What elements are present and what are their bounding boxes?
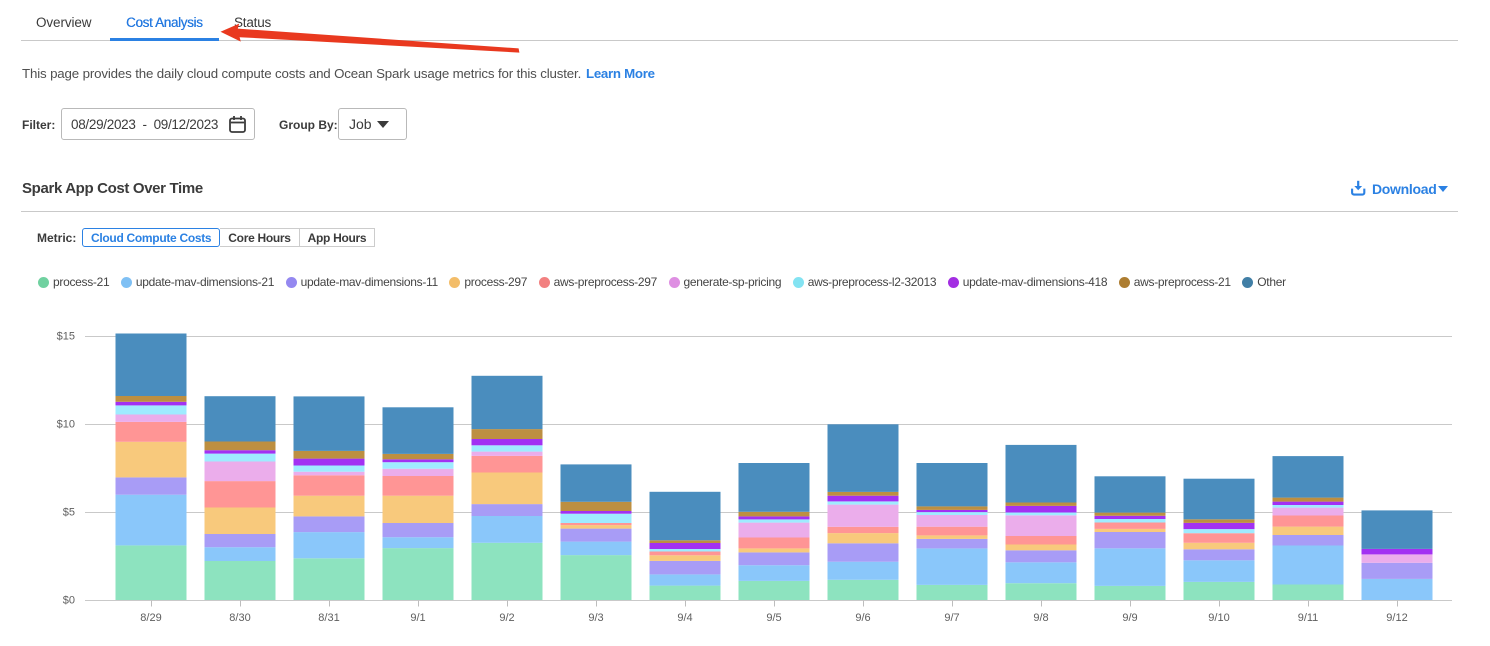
svg-text:9/5: 9/5 xyxy=(766,612,781,624)
svg-text:8/30: 8/30 xyxy=(229,612,250,624)
svg-text:9/2: 9/2 xyxy=(499,612,514,624)
svg-text:9/10: 9/10 xyxy=(1208,612,1229,624)
svg-text:8/29: 8/29 xyxy=(140,612,161,624)
svg-text:9/3: 9/3 xyxy=(588,612,603,624)
svg-text:9/11: 9/11 xyxy=(1298,612,1319,624)
svg-text:$5: $5 xyxy=(63,507,75,519)
svg-text:9/7: 9/7 xyxy=(944,612,959,624)
svg-text:8/31: 8/31 xyxy=(318,612,339,624)
svg-text:$0: $0 xyxy=(63,595,75,607)
svg-text:$15: $15 xyxy=(57,331,75,343)
svg-text:9/12: 9/12 xyxy=(1386,612,1407,624)
svg-text:9/6: 9/6 xyxy=(855,612,870,624)
svg-text:9/4: 9/4 xyxy=(677,612,692,624)
svg-text:9/8: 9/8 xyxy=(1033,612,1048,624)
svg-text:$10: $10 xyxy=(57,419,75,431)
svg-text:9/9: 9/9 xyxy=(1122,612,1137,624)
svg-text:9/1: 9/1 xyxy=(410,612,425,624)
